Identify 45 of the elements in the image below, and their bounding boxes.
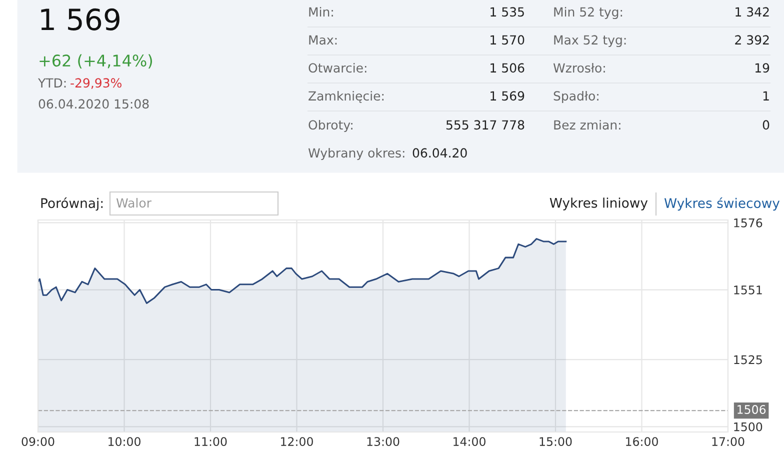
x-tick-label: 11:00 <box>194 437 227 446</box>
y-tick-label: 1500 <box>734 422 762 432</box>
text: Min 52 tyg: <box>554 6 622 20</box>
text: Zamknięcie: <box>308 90 384 103</box>
x-tick-label: 10:00 <box>108 437 140 446</box>
x-tick-label: 13:00 <box>367 437 400 446</box>
text: Otwarcie: <box>308 62 366 73</box>
text: Wykres liniowy <box>550 198 648 210</box>
ref-line-label: 1506 <box>738 405 766 414</box>
text: YTD: <box>38 78 66 88</box>
text: Spadło: <box>554 90 598 104</box>
text: Max: <box>309 35 337 45</box>
text: Wzrosło: <box>553 62 605 73</box>
text: +62 (+4,14%) <box>40 54 152 69</box>
text: Max 52 tyg: <box>554 35 626 48</box>
y-tick-label: 1551 <box>734 286 762 294</box>
text: 19 <box>755 63 770 73</box>
text: 1 570 <box>490 35 524 45</box>
x-tick-label: 17:00 <box>712 437 744 446</box>
text: 1 506 <box>490 63 524 73</box>
text: Min: <box>309 6 333 16</box>
y-tick-label: 1576 <box>734 218 762 228</box>
x-tick-label: 12:00 <box>281 437 313 446</box>
chart-title: 1 569 <box>41 8 120 30</box>
text: 2 392 <box>735 35 769 45</box>
text: Obroty: <box>308 120 352 132</box>
text: 06.04.20 <box>412 148 467 158</box>
x-tick-label: 16:00 <box>626 437 658 446</box>
text: Bez zmian: <box>554 120 620 130</box>
y-tick-label: 1525 <box>734 355 762 364</box>
text: -29,93% <box>70 78 122 89</box>
x-tick-label: 15:00 <box>540 437 572 446</box>
text: 1 535 <box>490 7 524 17</box>
text: 1 342 <box>736 7 769 17</box>
text: 06.04.2020 15:08 <box>38 99 149 109</box>
text: Wybrany okres: <box>308 148 404 160</box>
x-tick-label: 09:00 <box>22 437 54 446</box>
text: Porównaj: <box>41 197 103 211</box>
text: 1 <box>763 91 769 100</box>
text: 1 569 <box>490 91 524 101</box>
text: Walor <box>116 198 152 208</box>
x-tick-label: 14:00 <box>454 437 486 446</box>
text: 0 <box>762 120 770 130</box>
text: 555 317 778 <box>446 120 524 130</box>
text: Wykres świecowy <box>664 197 780 211</box>
